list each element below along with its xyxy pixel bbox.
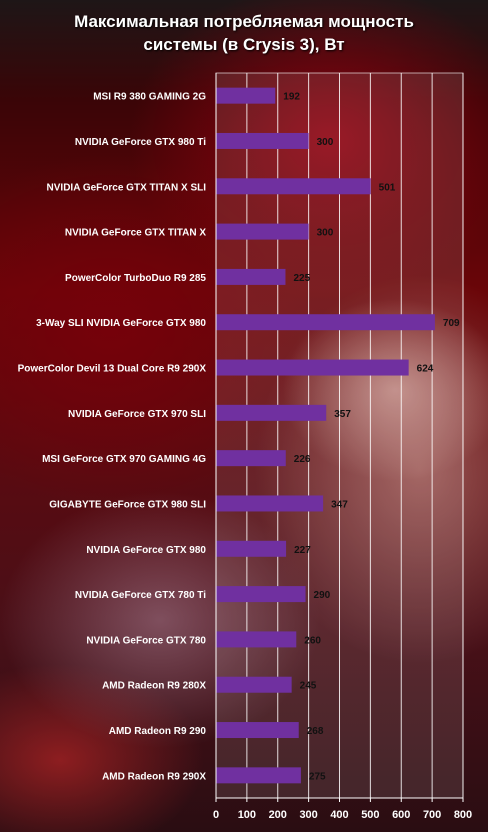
data-label: 501 (379, 182, 396, 193)
category-label: 3-Way SLI NVIDIA GeForce GTX 980 (36, 318, 206, 329)
category-label: NVIDIA GeForce GTX TITAN X (65, 228, 206, 239)
bar (216, 178, 371, 195)
category-label: NVIDIA GeForce GTX 980 (86, 545, 206, 556)
x-tick-label: 100 (238, 809, 256, 821)
data-label: 624 (417, 364, 434, 375)
bar (216, 268, 286, 285)
x-tick-label: 500 (361, 809, 379, 821)
data-label: 227 (294, 545, 311, 556)
category-label: MSI GeForce GTX 970 GAMING 4G (42, 454, 206, 465)
x-tick-label: 700 (423, 809, 441, 821)
bar (216, 495, 324, 512)
bar (216, 586, 306, 603)
x-tick-label: 300 (299, 809, 317, 821)
chart-title: Максимальная потребляемая мощность систе… (0, 10, 488, 56)
bar (216, 87, 276, 104)
category-label: AMD Radeon R9 290 (109, 726, 207, 737)
chart-title-line-1: Максимальная потребляемая мощность (74, 12, 414, 31)
data-label: 300 (317, 137, 334, 148)
data-label: 300 (317, 228, 334, 239)
chart-title-line-2: системы (в Crysis 3), Вт (143, 35, 345, 54)
bar (216, 540, 287, 557)
bar (216, 767, 301, 784)
category-label: MSI R9 380 GAMING 2G (93, 92, 206, 103)
category-label: PowerColor Devil 13 Dual Core R9 290X (18, 364, 207, 375)
bar (216, 404, 327, 421)
x-tick-label: 400 (330, 809, 348, 821)
data-label: 226 (294, 454, 311, 465)
x-tick-label: 800 (454, 809, 472, 821)
x-tick-label: 600 (392, 809, 410, 821)
data-label: 347 (331, 499, 348, 510)
category-label: NVIDIA GeForce GTX 780 Ti (75, 590, 206, 601)
category-label: NVIDIA GeForce GTX 780 (86, 635, 206, 646)
data-label: 357 (334, 409, 351, 420)
category-label: AMD Radeon R9 280X (102, 681, 206, 692)
data-label: 275 (309, 771, 326, 782)
category-label: NVIDIA GeForce GTX 980 Ti (75, 137, 206, 148)
category-label: GIGABYTE GeForce GTX 980 SLI (49, 499, 206, 510)
bar (216, 450, 286, 467)
bar (216, 223, 309, 240)
data-label: 245 (300, 681, 317, 692)
bar (216, 132, 309, 149)
data-label: 225 (293, 273, 310, 284)
category-label: NVIDIA GeForce GTX TITAN X SLI (47, 182, 207, 193)
data-label: 260 (304, 635, 321, 646)
x-tick-label: 0 (213, 809, 219, 821)
data-label: 709 (443, 318, 460, 329)
data-label: 192 (283, 92, 300, 103)
bar (216, 722, 299, 739)
bar (216, 631, 297, 648)
data-label: 268 (307, 726, 324, 737)
data-label: 290 (314, 590, 331, 601)
category-label: PowerColor TurboDuo R9 285 (65, 273, 206, 284)
bar (216, 314, 435, 331)
category-label: AMD Radeon R9 290X (102, 771, 206, 782)
bar (216, 359, 409, 376)
x-tick-label: 200 (269, 809, 287, 821)
bar (216, 676, 292, 693)
category-label: NVIDIA GeForce GTX 970 SLI (68, 409, 206, 420)
